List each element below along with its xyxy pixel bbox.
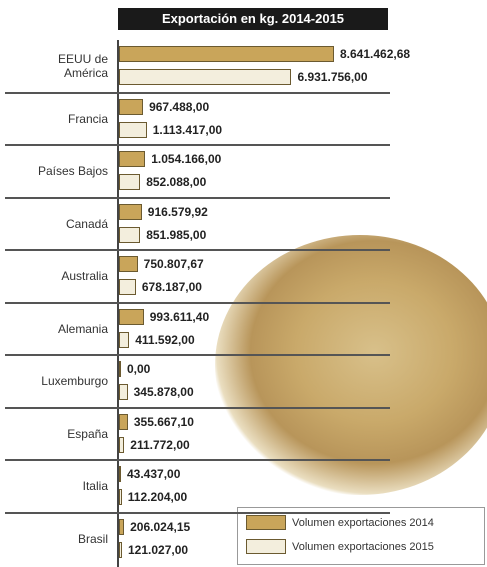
bar [119,69,292,85]
value-label: 852.088,00 [146,175,207,189]
bar [119,151,146,167]
category-text: Francia [67,111,108,126]
quinoa-grain-image [215,235,487,495]
bar [119,413,128,430]
category-text: Australia [61,269,108,284]
category-label: Países Bajos [10,145,108,198]
category-label: EEUU de América [10,40,108,93]
category-text: Alemania [57,321,108,336]
category-text: Italia [82,479,108,494]
bar [119,121,147,138]
value-label: 8.641.462,68 [340,47,411,61]
category-label: España [10,408,108,461]
bar [119,384,128,400]
bar [119,98,144,115]
legend: Volumen exportaciones 2014 Volumen export… [237,507,485,565]
value-label: 967.488,00 [149,99,210,114]
row-separator [5,301,390,304]
legend-swatch [246,515,286,530]
value-label: 121.027,00 [128,542,189,557]
category-label: Alemania [10,303,108,356]
category-label: Italia [10,460,108,513]
bar [119,279,136,295]
bar [119,541,122,558]
value-label: 211.772,00 [130,437,190,452]
category-text: Luxemburgo [41,374,108,389]
category-text: EEUU de América [57,52,108,81]
category-text: Canadá [65,216,108,231]
row-separator [5,459,390,461]
value-label: 750.807,67 [143,257,204,271]
row-separator [5,354,390,356]
value-label: 0,00 [127,362,151,376]
row-separator [5,91,390,94]
value-label: 112.204,00 [127,490,188,504]
category-label: Francia [10,93,108,146]
row-separator [5,196,390,199]
value-label: 1.054.166,00 [151,152,222,166]
bar [119,361,121,377]
value-label: 411.592,00 [135,332,195,347]
legend-label: Volumen exportaciones 2015 [292,540,434,553]
row-separator [5,144,390,146]
bar [119,308,144,325]
category-label: Brasil [10,513,108,566]
value-label: 993.611,40 [149,309,210,324]
category-text: Brasil [77,531,108,546]
value-label: 1.113.417,00 [152,122,223,137]
bar [119,466,121,482]
legend-entry: Volumen exportaciones 2015 [246,539,434,554]
category-label: Luxemburgo [10,355,108,408]
value-label: 355.667,10 [133,414,194,429]
row-separator [5,249,390,251]
value-label: 916.579,92 [147,204,208,219]
bar [119,203,142,220]
row-separator [5,511,390,514]
bar [119,489,122,505]
bar [119,436,125,453]
bar [119,518,125,535]
chart-title: Exportación en kg. 2014-2015 [118,8,388,30]
category-label: Canadá [10,198,108,251]
bar [119,174,141,190]
legend-label: Volumen exportaciones 2014 [292,516,434,529]
legend-swatch [246,539,286,554]
category-text: España [67,426,108,441]
category-text: Países Bajos [37,164,108,179]
value-label: 345.878,00 [133,385,194,399]
legend-entry: Volumen exportaciones 2014 [246,515,434,530]
axis-line [117,40,119,567]
value-label: 6.931.756,00 [297,70,368,84]
bar [119,331,130,348]
category-label: Australia [10,250,108,303]
value-label: 851.985,00 [146,227,207,242]
row-separator [5,406,390,409]
value-label: 206.024,15 [130,519,191,534]
value-label: 678.187,00 [141,280,202,294]
bar [119,226,141,243]
bar [119,46,334,62]
bar [119,256,138,272]
value-label: 43.437,00 [127,467,181,481]
